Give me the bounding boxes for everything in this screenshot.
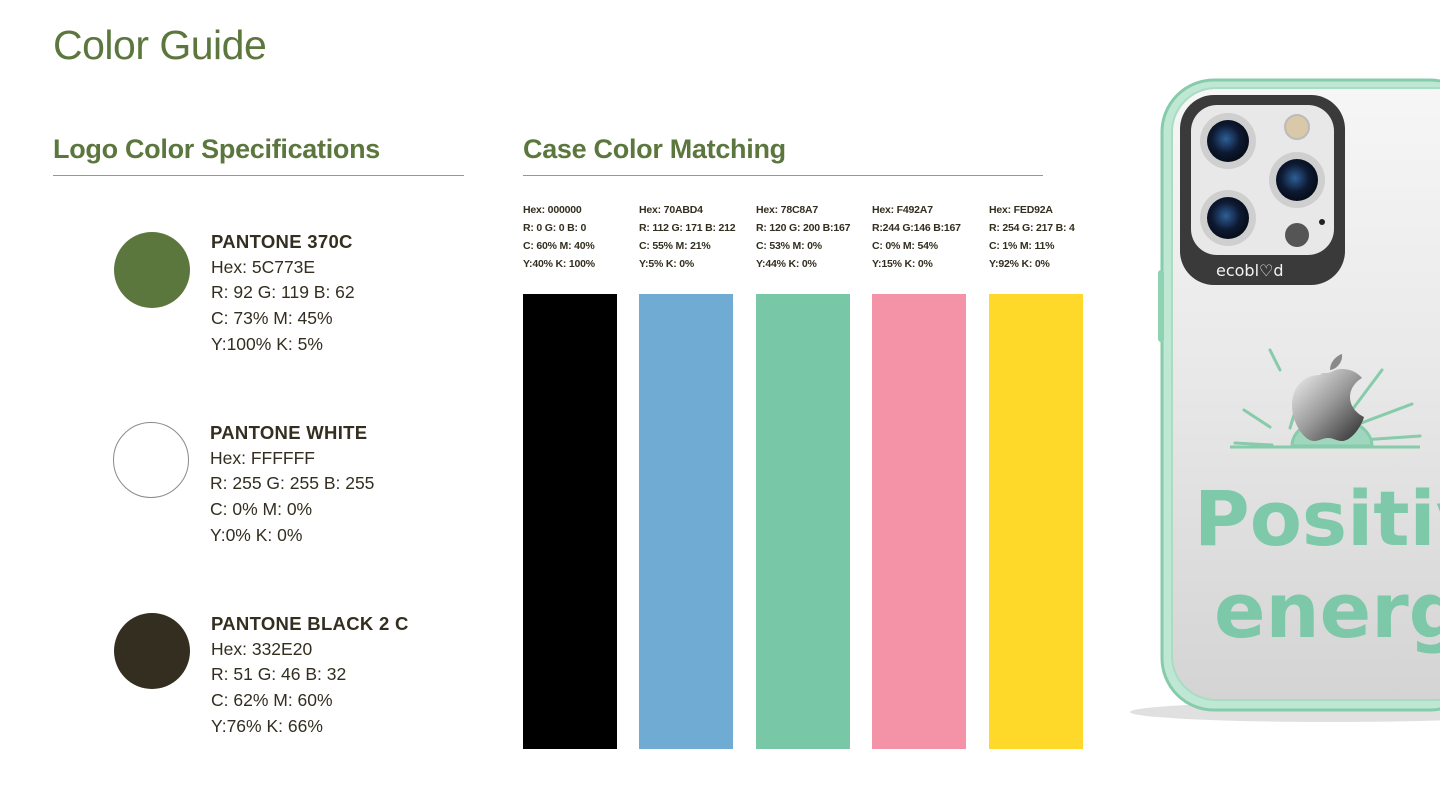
case-swatch-pink	[872, 294, 966, 749]
case-rgb: R: 120 G: 200 B:167	[756, 222, 851, 234]
case-colors-heading: Case Color Matching	[523, 134, 786, 164]
phone-case-mockup: ecobl♡d Positive energy	[1120, 70, 1440, 730]
case-color-spec: Hex: FED92A R: 254 G: 217 B: 4 C: 1% M: …	[989, 201, 1075, 273]
case-cm: C: 60% M: 40%	[523, 240, 595, 252]
case-rgb: R: 112 G: 171 B: 212	[639, 222, 736, 234]
case-hex: Hex: FED92A	[989, 204, 1053, 216]
case-rgb: R: 254 G: 217 B: 4	[989, 222, 1075, 234]
color-yk: Y:76% K: 66%	[211, 715, 323, 736]
case-yk: Y:15% K: 0%	[872, 258, 933, 270]
case-section-divider	[523, 175, 1043, 176]
case-yk: Y:5% K: 0%	[639, 258, 694, 270]
color-hex: Hex: 5C773E	[211, 256, 316, 277]
case-cm: C: 1% M: 11%	[989, 240, 1055, 252]
page-title: Color Guide	[53, 22, 267, 68]
logo-swatch-pantone-370c	[114, 232, 190, 308]
case-swatch-yellow	[989, 294, 1083, 749]
logo-color-spec: PANTONE BLACK 2 C Hex: 332E20 R: 51 G: 4…	[211, 611, 409, 740]
color-cm: C: 73% M: 45%	[211, 308, 333, 329]
case-hex: Hex: 000000	[523, 204, 582, 216]
case-hex: Hex: F492A7	[872, 204, 933, 216]
logo-section-divider	[53, 175, 464, 176]
color-rgb: R: 51 G: 46 B: 32	[211, 664, 347, 685]
phone-case-illustration: ecobl♡d Positive energy	[1130, 78, 1440, 722]
case-swatch-mint	[756, 294, 850, 749]
color-rgb: R: 92 G: 119 B: 62	[211, 282, 355, 303]
color-yk: Y:100% K: 5%	[211, 333, 323, 354]
color-name: PANTONE 370C	[211, 231, 353, 252]
case-cm: C: 0% M: 54%	[872, 240, 938, 252]
color-name: PANTONE WHITE	[210, 422, 368, 443]
logo-swatch-pantone-white	[113, 422, 189, 498]
logo-colors-heading: Logo Color Specifications	[53, 134, 381, 164]
case-print-text-line2: energy	[1214, 566, 1440, 655]
case-rgb: R: 0 G: 0 B: 0	[523, 222, 587, 234]
logo-swatch-pantone-black-2c	[114, 613, 190, 689]
case-cm: C: 53% M: 0%	[756, 240, 822, 252]
case-color-spec: Hex: 78C8A7 R: 120 G: 200 B:167 C: 53% M…	[756, 201, 850, 273]
case-rgb: R:244 G:146 B:167	[872, 222, 961, 234]
color-name: PANTONE BLACK 2 C	[211, 613, 409, 634]
case-color-spec: Hex: 000000 R: 0 G: 0 B: 0 C: 60% M: 40%…	[523, 201, 595, 273]
case-swatch-blue	[639, 294, 733, 749]
case-hex: Hex: 70ABD4	[639, 204, 703, 216]
case-color-spec: Hex: 70ABD4 R: 112 G: 171 B: 212 C: 55% …	[639, 201, 736, 273]
logo-color-spec: PANTONE WHITE Hex: FFFFFF R: 255 G: 255 …	[210, 420, 374, 549]
color-cm: C: 0% M: 0%	[210, 499, 313, 520]
case-cm: C: 55% M: 21%	[639, 240, 711, 252]
case-swatch-black	[523, 294, 617, 749]
case-brand-logo: ecobl♡d	[1216, 261, 1284, 280]
logo-color-spec: PANTONE 370C Hex: 5C773E R: 92 G: 119 B:…	[211, 229, 355, 358]
color-hex: Hex: 332E20	[211, 638, 313, 659]
color-cm: C: 62% M: 60%	[211, 690, 333, 711]
case-color-spec: Hex: F492A7 R:244 G:146 B:167 C: 0% M: 5…	[872, 201, 961, 273]
case-print-text-line1: Positive	[1194, 474, 1440, 563]
case-yk: Y:92% K: 0%	[989, 258, 1050, 270]
color-rgb: R: 255 G: 255 B: 255	[210, 473, 375, 494]
case-hex: Hex: 78C8A7	[756, 204, 818, 216]
color-yk: Y:0% K: 0%	[210, 524, 303, 545]
case-yk: Y:44% K: 0%	[756, 258, 817, 270]
color-hex: Hex: FFFFFF	[210, 447, 315, 468]
case-yk: Y:40% K: 100%	[523, 258, 595, 270]
